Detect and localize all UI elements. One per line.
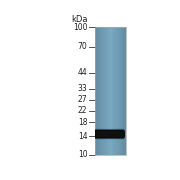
FancyBboxPatch shape: [95, 130, 124, 138]
Text: 18: 18: [78, 118, 87, 127]
FancyBboxPatch shape: [95, 130, 124, 138]
Bar: [105, 27, 106, 155]
FancyBboxPatch shape: [95, 130, 124, 138]
Bar: [106, 27, 107, 155]
FancyBboxPatch shape: [95, 131, 124, 137]
Bar: [124, 27, 125, 155]
Bar: [102, 27, 103, 155]
FancyBboxPatch shape: [95, 132, 124, 136]
Text: 70: 70: [78, 42, 87, 51]
Bar: [98, 27, 99, 155]
Text: 33: 33: [78, 84, 87, 93]
Bar: [109, 27, 110, 155]
Bar: [100, 27, 101, 155]
Bar: [96, 27, 97, 155]
Bar: [121, 27, 122, 155]
Bar: [115, 27, 116, 155]
FancyBboxPatch shape: [95, 130, 124, 138]
Bar: [125, 27, 126, 155]
FancyBboxPatch shape: [95, 129, 124, 139]
Bar: [110, 27, 111, 155]
Bar: [112, 27, 113, 155]
FancyBboxPatch shape: [95, 130, 124, 139]
Bar: [104, 27, 105, 155]
FancyBboxPatch shape: [95, 132, 124, 136]
Bar: [123, 27, 124, 155]
Bar: [114, 27, 115, 155]
Bar: [111, 27, 112, 155]
Bar: [111, 27, 112, 155]
FancyBboxPatch shape: [95, 131, 124, 137]
Text: kDa: kDa: [71, 15, 87, 24]
Text: 22: 22: [78, 107, 87, 116]
FancyBboxPatch shape: [95, 130, 124, 138]
Text: 100: 100: [73, 23, 87, 32]
FancyBboxPatch shape: [95, 131, 124, 137]
Bar: [116, 27, 117, 155]
Bar: [113, 27, 114, 155]
Bar: [109, 27, 110, 155]
Bar: [110, 27, 111, 155]
Bar: [108, 27, 109, 155]
FancyBboxPatch shape: [95, 132, 124, 136]
Bar: [124, 27, 125, 155]
Text: 10: 10: [78, 150, 87, 159]
FancyBboxPatch shape: [95, 131, 124, 137]
Text: 44: 44: [78, 68, 87, 77]
Bar: [117, 27, 118, 155]
Bar: [95, 27, 126, 155]
Bar: [99, 27, 100, 155]
Bar: [101, 27, 102, 155]
Bar: [106, 27, 107, 155]
Bar: [108, 27, 109, 155]
Bar: [114, 27, 115, 155]
Text: 14: 14: [78, 132, 87, 141]
Bar: [95, 27, 96, 155]
Bar: [120, 27, 121, 155]
FancyBboxPatch shape: [95, 130, 124, 138]
Bar: [122, 27, 123, 155]
Bar: [97, 27, 98, 155]
FancyBboxPatch shape: [95, 129, 124, 139]
FancyBboxPatch shape: [95, 130, 124, 138]
Bar: [119, 27, 120, 155]
Bar: [113, 27, 114, 155]
FancyBboxPatch shape: [95, 129, 124, 139]
Bar: [107, 27, 108, 155]
Text: 27: 27: [78, 95, 87, 104]
Bar: [103, 27, 104, 155]
Bar: [101, 27, 102, 155]
Bar: [112, 27, 113, 155]
FancyBboxPatch shape: [95, 131, 124, 137]
Bar: [116, 27, 117, 155]
Bar: [104, 27, 105, 155]
Bar: [118, 27, 119, 155]
Bar: [107, 27, 108, 155]
FancyBboxPatch shape: [95, 132, 124, 136]
